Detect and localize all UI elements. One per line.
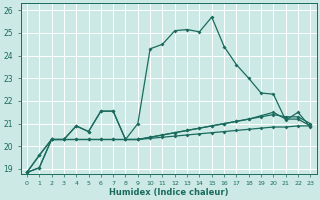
X-axis label: Humidex (Indice chaleur): Humidex (Indice chaleur)	[109, 188, 228, 197]
